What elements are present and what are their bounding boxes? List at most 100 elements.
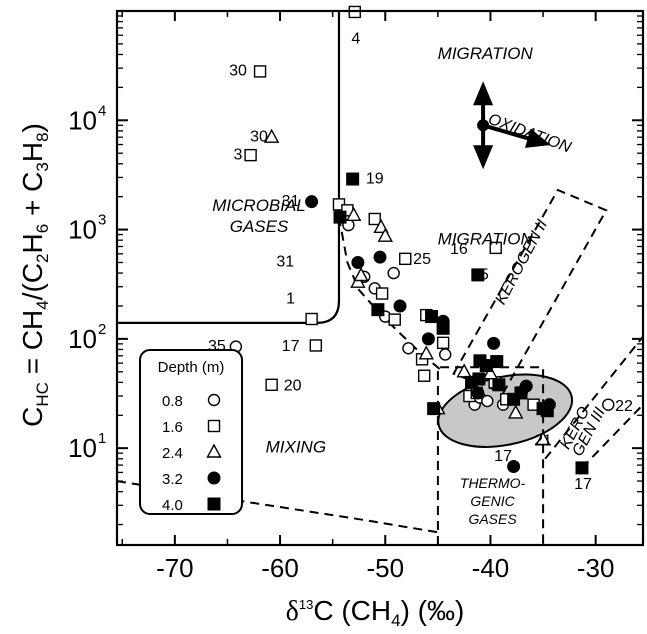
data-point-0-8-10 <box>481 394 494 408</box>
kerogen-ii-band <box>452 188 608 395</box>
data-point-3-2-5 <box>421 332 435 346</box>
region-label: GENIC <box>470 493 515 509</box>
data-point-4-0-5 <box>471 268 485 282</box>
data-point-4-0-0 <box>346 172 360 186</box>
legend-entry-label: 0.8 <box>162 393 183 410</box>
point-label: 25 <box>471 267 489 284</box>
region-label: GASES <box>468 511 517 527</box>
point-label: 31 <box>282 193 300 210</box>
point-label: 20 <box>284 377 302 394</box>
point-label: 21 <box>534 433 552 450</box>
point-label: 22 <box>615 398 633 415</box>
region-label: THERMO- <box>460 475 526 491</box>
region-label: MIGRATION <box>438 44 534 63</box>
point-label: 30 <box>229 63 247 80</box>
y-tick-exponent: 3 <box>98 212 106 229</box>
x-tick-label: -60 <box>261 553 299 583</box>
arrow-origin-dot <box>477 119 490 132</box>
rotated-label: OXIDATION <box>486 111 574 157</box>
data-point-2-4-6 <box>418 345 434 360</box>
microbial-boundary <box>117 11 341 325</box>
data-point-3-2-10 <box>507 459 521 473</box>
data-point-4-0-4 <box>436 321 450 335</box>
legend-entry-marker <box>207 471 221 485</box>
point-label: 17 <box>282 338 300 355</box>
point-label: 3 <box>234 146 243 163</box>
x-tick-label: -40 <box>472 553 510 583</box>
x-axis-label: δ13C (CH4) (‰) <box>286 595 465 630</box>
plot-border <box>115 9 645 547</box>
data-point-2-4-1 <box>346 206 362 222</box>
legend-entry-marker <box>207 497 221 511</box>
data-point-1-6-5 <box>368 212 381 226</box>
point-label: 31 <box>276 254 294 271</box>
data-point-4-0-15 <box>540 404 554 418</box>
data-point-2-4-3 <box>377 227 393 242</box>
data-point-4-0-16 <box>427 402 441 416</box>
data-point-2-4-2 <box>373 218 389 233</box>
point-label: 25 <box>413 251 431 268</box>
y-axis-label: CHC = CH4/(C2H6 + C3H8) <box>17 123 52 427</box>
data-point-1-6-16 <box>417 369 431 382</box>
migration-up-arrow-head <box>473 81 494 106</box>
data-point-4-0-17 <box>575 461 589 475</box>
chart-text-layer: δ13C (CH4) (‰) CHC = CH4/(C2H6 + C3H8) 4… <box>17 31 633 630</box>
data-point-0-8-7 <box>439 348 452 361</box>
data-point-1-6-6 <box>399 252 412 266</box>
y-tick-exponent: 4 <box>98 102 106 119</box>
data-point-4-0-1 <box>333 210 347 224</box>
data-point-2-4-0 <box>263 128 280 143</box>
data-point-4-0-11 <box>492 378 506 392</box>
data-point-3-2-6 <box>487 336 501 350</box>
data-point-2-4-11 <box>535 431 551 446</box>
data-point-2-4-10 <box>508 404 524 419</box>
point-label: 17 <box>574 476 592 493</box>
point-label: 1 <box>286 291 295 308</box>
migration-down-arrow-head <box>473 145 494 170</box>
x-tick-label: -50 <box>366 553 404 583</box>
data-point-4-0-2 <box>371 303 385 317</box>
region-label: MIXING <box>266 438 326 457</box>
data-markers <box>229 5 615 475</box>
data-point-3-2-0 <box>305 195 319 209</box>
data-point-1-6-8 <box>305 312 318 326</box>
point-label: 30 <box>250 128 268 145</box>
point-label: 16 <box>450 241 468 258</box>
data-point-4-0-3 <box>425 310 439 324</box>
data-point-1-6-1 <box>253 65 267 78</box>
data-point-0-8-6 <box>402 342 415 355</box>
y-tick-label: 10 <box>68 215 97 245</box>
legend-entry-label: 1.6 <box>162 419 183 436</box>
legend: Depth (m) 0.8 1.6 2.4 3.2 4.0 <box>139 349 243 515</box>
x-tick-label: -70 <box>156 553 194 583</box>
oxidation-arrow-head <box>525 128 551 148</box>
data-point-1-6-9 <box>309 339 323 352</box>
data-point-0-8-5 <box>387 266 400 280</box>
legend-entry-label: 2.4 <box>162 445 183 462</box>
data-point-1-6-12 <box>388 313 401 326</box>
legend-entry-label: 3.2 <box>162 471 183 488</box>
data-point-2-4-5 <box>353 267 369 282</box>
data-point-4-0-13 <box>507 392 521 406</box>
kerogen-iii-upper <box>544 335 644 460</box>
data-point-3-2-1 <box>351 255 365 269</box>
data-point-0-8-13 <box>602 398 615 411</box>
data-point-2-4-9 <box>456 363 472 378</box>
region-label: MICROBIAL <box>212 196 306 215</box>
y-tick-label: 10 <box>68 324 97 354</box>
data-point-1-6-2 <box>244 148 257 162</box>
data-point-4-0-9 <box>465 375 479 389</box>
legend-entry-label: 4.0 <box>162 497 183 514</box>
x-tick-label: -30 <box>577 553 615 583</box>
y-tick-exponent: 1 <box>98 430 106 447</box>
point-label: 17 <box>494 448 512 465</box>
data-point-1-6-10 <box>265 378 278 391</box>
y-tick-label: 10 <box>68 433 97 463</box>
data-point-4-0-10 <box>479 359 493 373</box>
legend-entry-marker <box>207 419 221 433</box>
point-label: 4 <box>351 31 360 48</box>
legend-entry-marker <box>207 393 221 407</box>
legend-entry-marker <box>206 443 222 458</box>
